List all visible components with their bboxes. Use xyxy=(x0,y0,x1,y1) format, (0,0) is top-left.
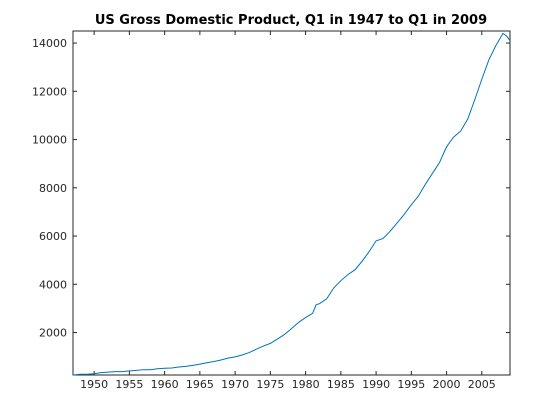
y-tick-label: 6000 xyxy=(39,230,67,243)
x-tick-label: 1950 xyxy=(80,378,108,391)
y-tick-label: 2000 xyxy=(39,327,67,340)
x-tick-label: 1985 xyxy=(327,378,355,391)
x-tick-label: 2005 xyxy=(468,378,496,391)
y-tick-label: 12000 xyxy=(32,85,67,98)
y-tick-label: 10000 xyxy=(32,134,67,147)
x-tick-label: 1965 xyxy=(186,378,214,391)
x-tick-label: 1960 xyxy=(151,378,179,391)
x-tick-label: 1970 xyxy=(221,378,249,391)
x-tick-label: 1980 xyxy=(292,378,320,391)
y-tick-label: 14000 xyxy=(32,37,67,50)
x-tick-label: 1995 xyxy=(397,378,425,391)
y-tick-label: 8000 xyxy=(39,182,67,195)
x-tick-label: 2000 xyxy=(433,378,461,391)
gdp-series-line xyxy=(72,32,511,376)
axes-box xyxy=(72,30,511,376)
x-tick-label: 1990 xyxy=(362,378,390,391)
x-tick-label: 1955 xyxy=(115,378,143,391)
y-tick-label: 4000 xyxy=(39,278,67,291)
chart-title: US Gross Domestic Product, Q1 in 1947 to… xyxy=(95,13,487,28)
plot-area: 1950 1955 1960 1965 1970 1975 1980 1985 1990 1995… xyxy=(32,30,511,391)
x-tick-label: 1975 xyxy=(256,378,284,391)
